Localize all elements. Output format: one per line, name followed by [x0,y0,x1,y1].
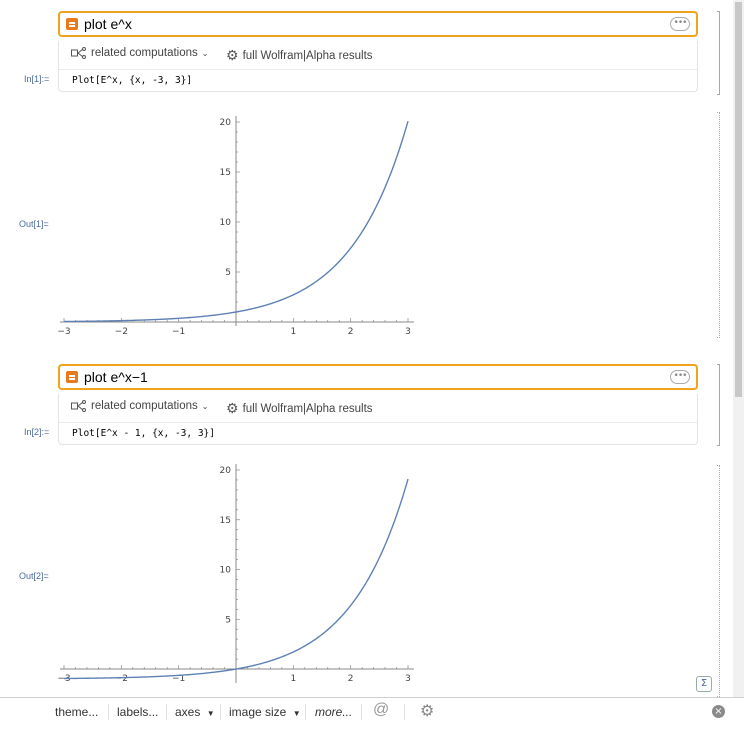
x-tick-label: 1 [290,327,296,337]
divider [305,704,306,720]
y-tick-label: 20 [220,118,232,128]
wolfram-input-icon [66,18,78,30]
axes-label: axes [175,705,201,719]
chevron-down-icon: ▼ [292,709,301,718]
share-graph-icon [71,400,86,412]
output-bracket[interactable] [717,465,720,697]
divider [404,704,405,720]
cell-bracket[interactable] [717,11,720,95]
image-size-label: image size [229,705,287,719]
divider [108,704,109,720]
image-size-dropdown[interactable]: image size ▼ [229,705,301,719]
sigma-icon[interactable]: Σ [696,676,712,692]
wolfram-input-icon [66,371,78,383]
close-icon[interactable]: × [712,705,725,718]
y-tick-label: 10 [220,566,232,576]
axes-dropdown[interactable]: axes ▼ [175,705,215,719]
theme-button[interactable]: theme... [55,705,99,719]
input-text[interactable]: plot e^x [84,16,132,32]
divider [220,704,221,720]
x-tick-label: −1 [172,674,185,684]
x-tick-label: −3 [57,674,70,684]
x-tick-label: 2 [348,327,354,337]
x-tick-label: 3 [405,674,411,684]
related-computations-button[interactable]: related computations ⌄ [71,47,208,59]
code-text[interactable]: Plot[E^x, {x, -3, 3}] [72,75,193,86]
full-results-button[interactable]: ⚙ full Wolfram|Alpha results [226,400,373,417]
plot-1: −3 −2 −1 1 2 3 5 10 15 20 [57,116,414,337]
full-results-label: full Wolfram|Alpha results [242,49,373,62]
x-tick-label: −3 [57,327,70,337]
cell-bracket[interactable] [717,364,720,446]
y-tick-label: 20 [220,466,232,476]
chevron-down-icon: ⌄ [201,48,209,58]
free-form-input-2[interactable]: plot e^x−1 ••• [58,364,698,390]
y-tick-label: 5 [225,268,231,278]
in-label: In[2]:= [24,427,50,437]
x-tick-label: −2 [115,674,128,684]
plot-2: −3 −2 −1 1 2 3 5 10 15 20 [57,464,414,684]
x-tick-label: 1 [290,674,296,684]
code-input-2[interactable]: Plot[E^x - 1, {x, -3, 3}] [58,422,698,445]
x-tick-label: 3 [405,327,411,337]
full-results-button[interactable]: ⚙ full Wolfram|Alpha results [226,47,373,64]
labels-button[interactable]: labels... [117,705,159,719]
options-ellipsis-icon[interactable]: ••• [670,17,690,31]
x-tick-label: 2 [348,674,354,684]
related-computations-label: related computations [91,47,198,59]
y-tick-label: 5 [225,615,231,625]
options-ellipsis-icon[interactable]: ••• [670,370,690,384]
assistant-row-2: related computations ⌄ ⚙ full Wolfram|Al… [58,394,698,422]
full-results-label: full Wolfram|Alpha results [242,402,373,415]
more-button[interactable]: more... [315,705,353,719]
input-text[interactable]: plot e^x−1 [84,369,148,385]
out-label: Out[2]= [19,571,49,581]
in-label: In[1]:= [24,74,50,84]
output-bracket[interactable] [717,112,720,338]
divider [166,704,167,720]
chevron-down-icon: ⌄ [201,401,209,411]
related-computations-label: related computations [91,400,198,412]
suggestions-bar: theme... labels... axes ▼ image size ▼ m… [0,697,744,744]
share-graph-icon [71,47,86,59]
chevron-down-icon: ▼ [206,709,215,718]
x-tick-label: −2 [115,327,128,337]
x-tick-label: −1 [172,327,185,337]
code-input-1[interactable]: Plot[E^x, {x, -3, 3}] [58,69,698,92]
related-computations-button[interactable]: related computations ⌄ [71,400,208,412]
y-tick-label: 15 [220,168,231,178]
scrollbar-thumb[interactable] [735,2,742,397]
gear-icon: ⚙ [226,47,239,63]
gear-icon: ⚙ [226,400,239,416]
spiral-icon[interactable]: @ [373,701,390,718]
gear-icon[interactable]: ⚙ [420,703,435,720]
code-text[interactable]: Plot[E^x - 1, {x, -3, 3}] [72,428,215,439]
y-tick-label: 10 [220,218,232,228]
y-tick-label: 15 [220,516,231,526]
divider [361,704,362,720]
out-label: Out[1]= [19,219,49,229]
assistant-row-1: related computations ⌄ ⚙ full Wolfram|Al… [58,41,698,69]
free-form-input-1[interactable]: plot e^x ••• [58,11,698,37]
